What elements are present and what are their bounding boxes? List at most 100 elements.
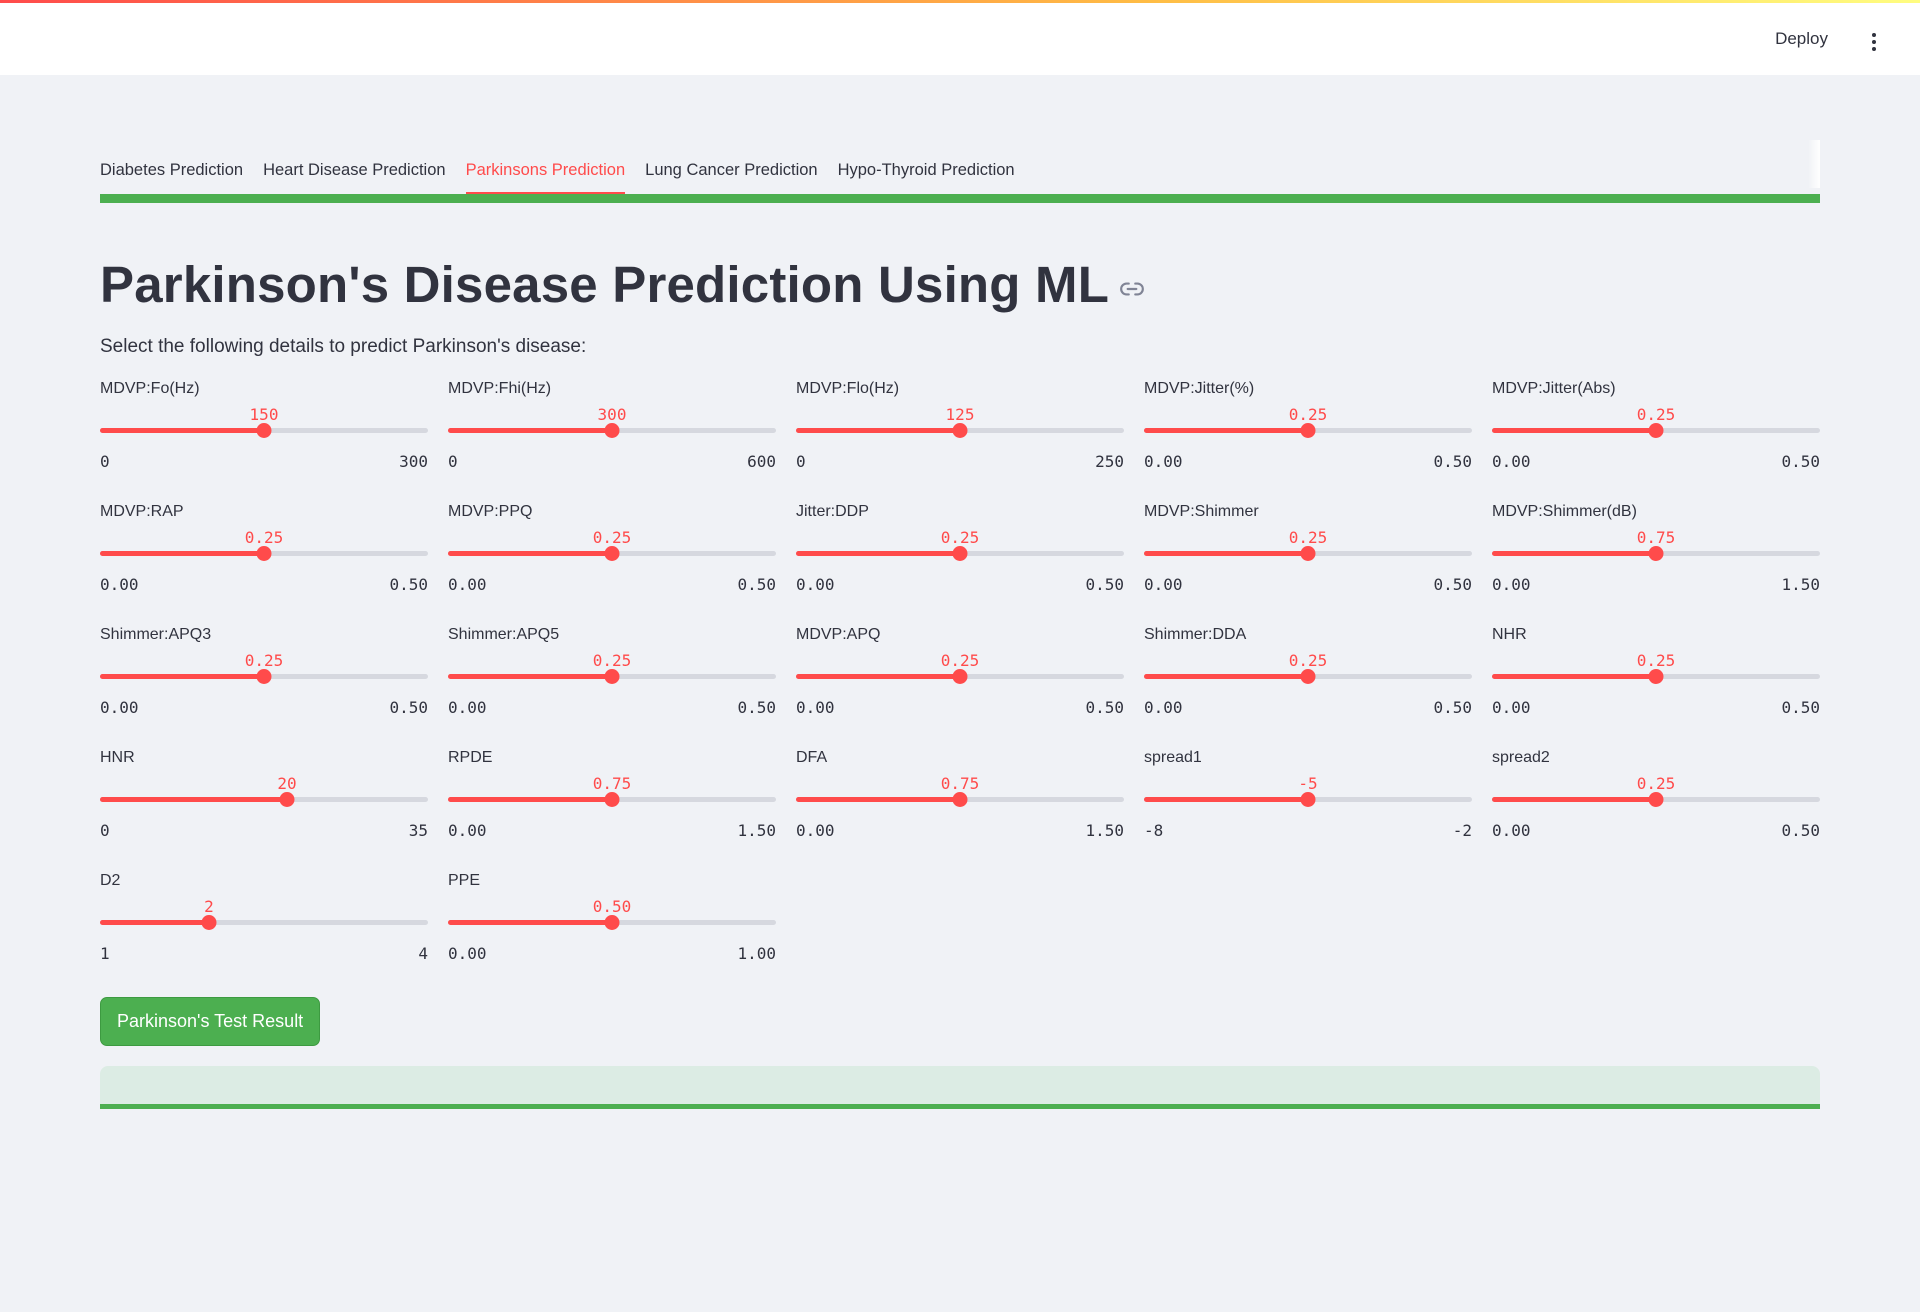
slider-max: 300: [399, 452, 428, 471]
slider-track[interactable]: [448, 546, 776, 561]
slider-max: 0.50: [1085, 575, 1124, 594]
slider: RPDE 0.75 0.00 1.50: [448, 749, 776, 872]
slider-max: 0.50: [1781, 821, 1820, 840]
tab-diabetes[interactable]: Diabetes Prediction: [100, 161, 244, 179]
slider-max: 1.50: [1781, 575, 1820, 594]
slider-track[interactable]: [1492, 792, 1820, 807]
slider-track[interactable]: [796, 792, 1124, 807]
slider-max: 0.50: [737, 698, 776, 717]
slider-thumb[interactable]: [1300, 669, 1316, 684]
slider-thumb[interactable]: [952, 546, 968, 561]
slider-value: 0.75: [940, 774, 980, 793]
slider-thumb[interactable]: [604, 915, 620, 930]
slider-track[interactable]: [100, 423, 428, 438]
slider-track[interactable]: [1144, 546, 1472, 561]
slider-thumb[interactable]: [1300, 792, 1316, 807]
slider-thumb[interactable]: [1648, 669, 1664, 684]
tab-hypo-thyroid[interactable]: Hypo-Thyroid Prediction: [837, 161, 1015, 179]
slider: Shimmer:DDA 0.25 0.00 0.50: [1144, 626, 1472, 749]
slider-track[interactable]: [796, 669, 1124, 684]
slider-thumb[interactable]: [952, 792, 968, 807]
slider-label: D2: [100, 872, 121, 889]
slider-fill: [100, 674, 264, 679]
slider-thumb[interactable]: [1300, 546, 1316, 561]
kebab-menu-icon[interactable]: [1870, 33, 1878, 53]
slider-thumb[interactable]: [256, 546, 272, 561]
result-message-box: [100, 1066, 1820, 1104]
slider-track[interactable]: [1492, 546, 1820, 561]
slider-thumb[interactable]: [952, 669, 968, 684]
slider-track[interactable]: [796, 423, 1124, 438]
slider-track[interactable]: [100, 792, 428, 807]
slider-min: 0: [448, 452, 458, 471]
slider: MDVP:APQ 0.25 0.00 0.50: [796, 626, 1124, 749]
slider-track[interactable]: [100, 546, 428, 561]
slider-max: -2: [1452, 821, 1472, 840]
slider-thumb[interactable]: [952, 423, 968, 438]
slider-min: 0: [100, 821, 110, 840]
slider-track[interactable]: [448, 669, 776, 684]
slider-fill: [100, 428, 264, 433]
slider-value: 0.75: [1636, 528, 1676, 547]
slider-thumb[interactable]: [604, 423, 620, 438]
slider-max: 0.50: [1085, 698, 1124, 717]
slider-thumb[interactable]: [604, 546, 620, 561]
slider-track[interactable]: [1144, 669, 1472, 684]
slider-thumb[interactable]: [1648, 792, 1664, 807]
slider-value: 0.25: [244, 528, 284, 547]
slider-max: 0.50: [389, 575, 428, 594]
link-icon[interactable]: [1119, 276, 1145, 302]
slider-fill: [100, 797, 287, 802]
slider-fill: [1144, 674, 1308, 679]
slider-track[interactable]: [1144, 423, 1472, 438]
main-content: Diabetes Prediction Heart Disease Predic…: [100, 140, 1820, 1109]
slider-thumb[interactable]: [256, 669, 272, 684]
slider-max: 0.50: [1781, 698, 1820, 717]
slider-min: 0.00: [1144, 452, 1183, 471]
slider-max: 0.50: [1433, 452, 1472, 471]
slider-label: MDVP:Shimmer: [1144, 503, 1259, 520]
slider-thumb[interactable]: [1300, 423, 1316, 438]
slider-thumb[interactable]: [1648, 546, 1664, 561]
slider-thumb[interactable]: [604, 669, 620, 684]
slider-min: 0.00: [796, 821, 835, 840]
slider-value: 125: [945, 405, 975, 424]
slider-fill: [796, 797, 960, 802]
slider: spread2 0.25 0.00 0.50: [1492, 749, 1820, 872]
slider-track[interactable]: [1492, 669, 1820, 684]
slider-thumb[interactable]: [256, 423, 272, 438]
slider-track[interactable]: [448, 423, 776, 438]
test-result-button[interactable]: Parkinson's Test Result: [100, 997, 321, 1046]
slider-thumb[interactable]: [604, 792, 620, 807]
slider-thumb[interactable]: [201, 915, 217, 930]
slider-value: 0.25: [592, 528, 632, 547]
slider-label: MDVP:APQ: [796, 626, 881, 643]
slider: MDVP:Fhi(Hz) 300 0 600: [448, 380, 776, 503]
tab-lung-cancer[interactable]: Lung Cancer Prediction: [645, 161, 818, 179]
slider-value: 0.25: [1288, 651, 1328, 670]
slider-label: Shimmer:DDA: [1144, 626, 1247, 643]
slider-track[interactable]: [1144, 792, 1472, 807]
slider-track[interactable]: [100, 669, 428, 684]
slider-track[interactable]: [448, 792, 776, 807]
tab-heart-disease[interactable]: Heart Disease Prediction: [263, 161, 446, 179]
tab-parkinsons[interactable]: Parkinsons Prediction: [465, 161, 625, 194]
slider-min: -8: [1144, 821, 1164, 840]
slider-min: 0.00: [1144, 575, 1183, 594]
slider-thumb[interactable]: [1648, 423, 1664, 438]
slider-value: 0.50: [592, 897, 632, 916]
slider-label: Shimmer:APQ3: [100, 626, 212, 643]
deploy-button[interactable]: Deploy: [1775, 29, 1828, 48]
slider-thumb[interactable]: [279, 792, 295, 807]
slider-track[interactable]: [448, 915, 776, 930]
slider-track[interactable]: [796, 546, 1124, 561]
slider-value: 0.25: [244, 651, 284, 670]
slider: MDVP:RAP 0.25 0.00 0.50: [100, 503, 428, 626]
slider-track[interactable]: [1492, 423, 1820, 438]
app-header: Deploy: [0, 3, 1920, 75]
slider-max: 1.50: [1085, 821, 1124, 840]
slider-track[interactable]: [100, 915, 428, 930]
slider: MDVP:Jitter(%) 0.25 0.00 0.50: [1144, 380, 1472, 503]
slider-max: 4: [418, 944, 428, 963]
slider: Shimmer:APQ3 0.25 0.00 0.50: [100, 626, 428, 749]
